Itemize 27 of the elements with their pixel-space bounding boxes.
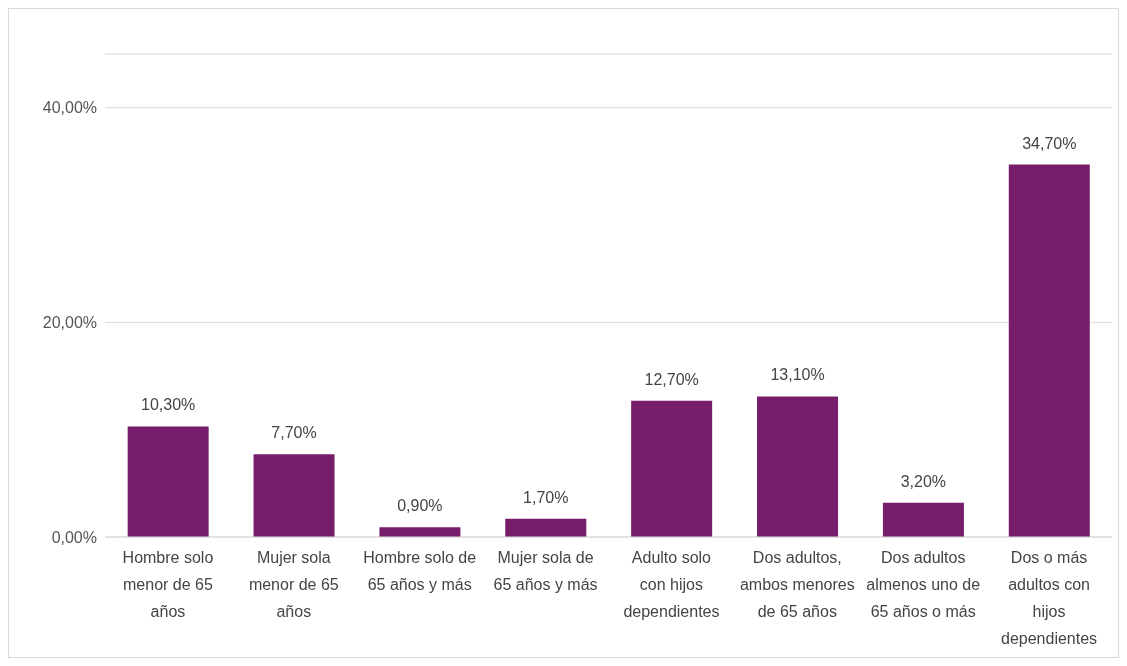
y-tick-label: 40,00% (42, 99, 97, 117)
data-label: 34,70% (1022, 134, 1077, 152)
x-tick-label: Dos o más adultos con hijos dependientes (1001, 549, 1098, 647)
bar (757, 396, 839, 537)
x-tick-label: Mujer sola menor de 65 años (248, 549, 339, 620)
x-tick-label: Hombre solo menor de 65 años (122, 549, 214, 620)
data-label: 0,90% (397, 497, 443, 515)
x-tick-label: Mujer sola de 65 años y más (493, 549, 598, 593)
data-label: 13,10% (770, 366, 825, 384)
x-tick-label: Dos adultos, ambos menores de 65 años (739, 549, 855, 620)
y-tick-label: 20,00% (42, 314, 97, 332)
bar (1008, 164, 1090, 537)
bar (379, 527, 461, 537)
data-label: 1,70% (523, 488, 569, 506)
x-tick-label: Adulto solo con hijos dependientes (623, 549, 720, 620)
x-tick-label: Hombre solo de 65 años y más (363, 549, 477, 593)
bar (127, 426, 209, 537)
data-label: 10,30% (141, 396, 196, 414)
bar (505, 518, 587, 537)
data-label: 12,70% (644, 370, 699, 388)
bar (882, 502, 964, 537)
data-label: 3,20% (900, 472, 947, 490)
data-label: 7,70% (271, 424, 317, 442)
x-tick-label: Dos adultos almenos uno de 65 años o más (866, 549, 981, 620)
bar (253, 454, 335, 537)
y-tick-label: 0,00% (51, 528, 97, 546)
bar (631, 400, 713, 537)
